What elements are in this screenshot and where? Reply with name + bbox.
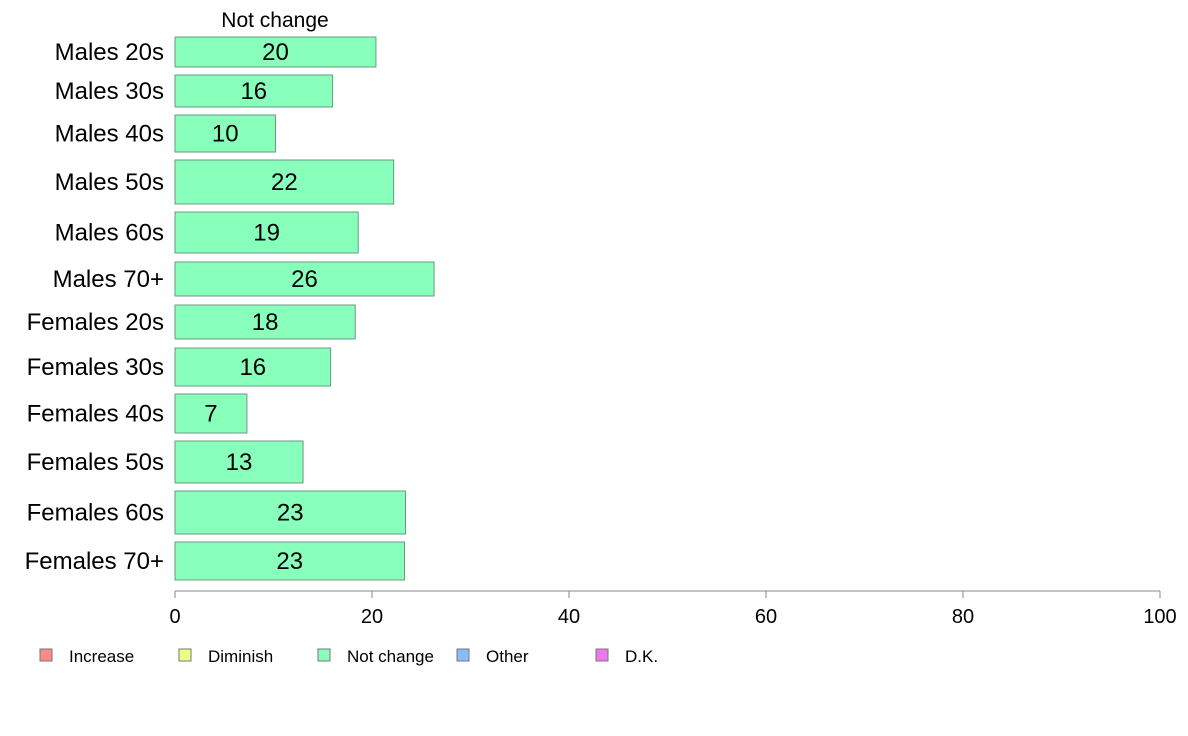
bar-value-label: 19: [253, 220, 280, 247]
legend-swatch: [456, 648, 470, 662]
category-label: Females 50s: [27, 449, 164, 476]
legend: Increase Diminish Not change Other D.K.: [39, 647, 658, 666]
bar-value-label: 16: [240, 78, 267, 105]
category-label: Males 20s: [55, 39, 164, 66]
legend-label: D.K.: [625, 647, 658, 666]
category-label: Females 60s: [27, 500, 164, 527]
legend-swatch: [317, 648, 331, 662]
bar: [174, 393, 248, 434]
x-tick-label: 20: [361, 606, 383, 628]
category-label: Males 60s: [55, 220, 164, 247]
x-tick-label: 0: [169, 606, 180, 628]
category-label: Females 40s: [27, 401, 164, 428]
legend-label: Not change: [347, 647, 434, 666]
bar: [174, 347, 332, 387]
category-label: Males 70+: [53, 266, 164, 293]
category-label: Males 50s: [55, 169, 164, 196]
chart-title: Not change: [221, 9, 328, 32]
bar-value-label: 16: [239, 354, 266, 381]
bar: [174, 159, 395, 205]
bar-value-label: 10: [212, 121, 239, 148]
x-tick-label: 40: [558, 606, 580, 628]
bar: [174, 36, 377, 68]
bar-value-label: 26: [291, 266, 318, 293]
bar-value-label: 7: [204, 401, 217, 428]
bar: [174, 74, 334, 108]
bar-value-label: 23: [277, 500, 304, 527]
bar: [174, 490, 406, 535]
bar: [174, 211, 359, 254]
bar: [174, 440, 304, 484]
x-tick-label: 60: [755, 606, 777, 628]
bar: [174, 304, 356, 340]
legend-label: Diminish: [208, 647, 273, 666]
legend-label: Increase: [69, 647, 134, 666]
x-tick-label: 100: [1143, 606, 1176, 628]
bar-value-label: 23: [276, 548, 303, 575]
legend-swatch: [595, 648, 609, 662]
bar: [174, 114, 276, 153]
category-label: Females 20s: [27, 309, 164, 336]
bar-value-label: 13: [226, 449, 253, 476]
bar-value-label: 18: [252, 309, 279, 336]
bar: [174, 261, 435, 297]
bar-value-label: 22: [271, 169, 298, 196]
category-label: Males 30s: [55, 78, 164, 105]
category-label: Females 30s: [27, 354, 164, 381]
bar-value-label: 20: [262, 39, 289, 66]
bar: [174, 541, 406, 581]
category-label: Males 40s: [55, 121, 164, 148]
legend-swatch: [39, 648, 53, 662]
legend-swatch: [178, 648, 192, 662]
legend-label: Other: [486, 647, 529, 666]
x-tick-label: 80: [952, 606, 974, 628]
x-axis: 0 20 40 60 80 100: [169, 590, 1177, 628]
category-label: Females 70+: [25, 548, 164, 575]
bars: Males 20s 20 Males 30s 16 Males 40s 10 Males 5…: [25, 36, 435, 581]
